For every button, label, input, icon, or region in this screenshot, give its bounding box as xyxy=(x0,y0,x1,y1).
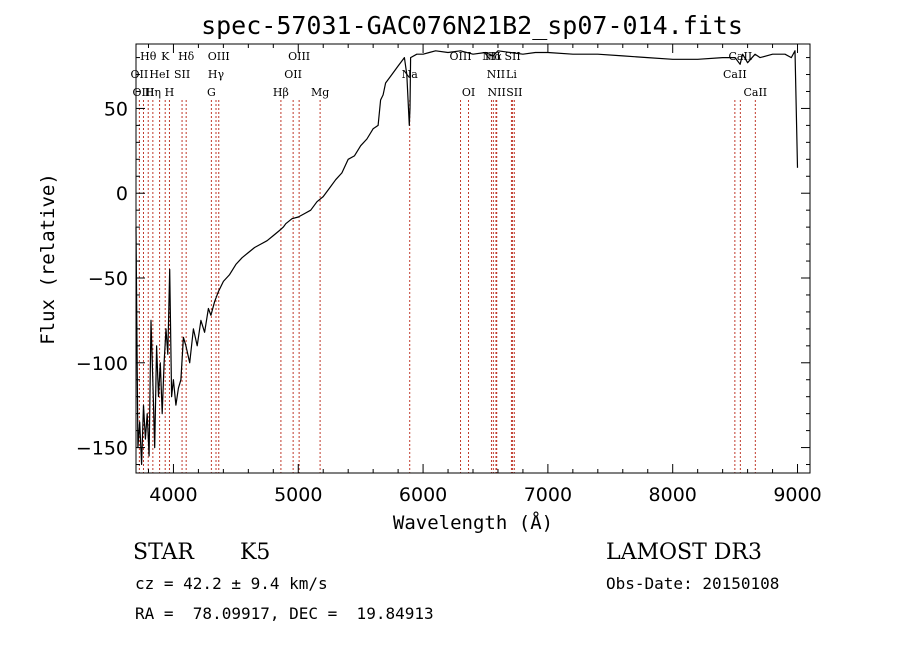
y-tick-label: 50 xyxy=(104,98,128,120)
chart-title: spec-57031-GAC076N21B2_sp07-014.fits xyxy=(201,11,743,40)
plot-frame xyxy=(135,43,811,474)
obs-date: Obs-Date: 20150108 xyxy=(606,574,780,593)
spectral-line-label: OIII xyxy=(132,86,154,99)
spectral-line-label: OIII xyxy=(288,50,310,63)
spectrum-series xyxy=(135,50,799,466)
spectral-line-label: CaII xyxy=(743,86,767,99)
spectral-line-label: H xyxy=(165,86,175,99)
y-tick-label: −100 xyxy=(76,353,128,375)
spectral-line-label: SII xyxy=(174,68,190,81)
spectral-line-label: Hδ xyxy=(178,50,195,63)
x-tick-label: 5000 xyxy=(274,484,322,506)
x-tick-label: 7000 xyxy=(524,484,572,506)
y-axis-label: Flux (relative) xyxy=(37,173,59,345)
spectral-line-label: Hγ xyxy=(208,68,225,81)
spectral-line-label: Hθ xyxy=(140,50,157,63)
x-tick-label: 9000 xyxy=(773,484,821,506)
x-tick-label: 6000 xyxy=(399,484,447,506)
x-tick-label: 8000 xyxy=(649,484,697,506)
y-tick-label: 0 xyxy=(116,183,128,205)
spectral-line-label: SII xyxy=(506,86,522,99)
spectral-lines: Hθ K Hδ OIII OIII OIII NII Hα SII CaII OII HeI SII Hγ… xyxy=(131,50,767,473)
x-axis-label: Wavelength (Å) xyxy=(393,511,553,534)
spectral-line-label: Hη xyxy=(145,86,161,99)
object-subclass: K5 xyxy=(240,540,271,565)
survey-label: LAMOST DR3 xyxy=(606,540,762,565)
spectral-line-label: OI xyxy=(462,86,475,99)
spectral-line-label: OIII xyxy=(449,50,471,63)
spectral-line-label: G xyxy=(207,86,216,99)
spectral-line-label: Mg xyxy=(311,86,329,99)
spectral-line-label: HeI xyxy=(149,68,169,81)
spectrum-line xyxy=(135,50,799,466)
y-tick-label: −150 xyxy=(76,438,128,460)
spectral-line-label: NII xyxy=(487,68,505,81)
x-tick-label: 4000 xyxy=(149,484,197,506)
axes: 4000 5000 6000 7000 8000 9000 −150 −100 −50 0 50 xyxy=(76,44,822,506)
spectral-line-label: K xyxy=(161,50,170,63)
spectral-line-label: OII xyxy=(284,68,302,81)
spectral-line-label: CaII xyxy=(723,68,747,81)
coordinates: RA = 78.09917, DEC = 19.84913 xyxy=(135,604,434,623)
cz-value: cz = 42.2 ± 9.4 km/s xyxy=(135,574,328,593)
spectral-line-label: NII xyxy=(488,86,506,99)
spectral-line-label: Hβ xyxy=(273,86,289,99)
object-class: STAR xyxy=(133,540,194,565)
spectral-line-label: Li xyxy=(506,68,517,81)
spectral-line-label: Hα xyxy=(485,50,503,63)
y-tick-label: −50 xyxy=(88,268,128,290)
spectral-line-label: OIII xyxy=(208,50,230,63)
